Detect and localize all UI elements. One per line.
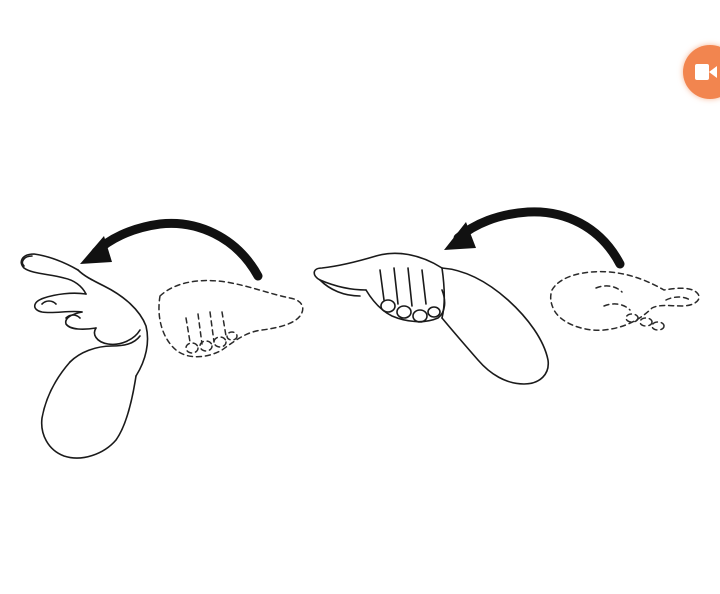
video-camera-icon [695,64,717,80]
left-motion-arrow [80,218,263,281]
left-gesture [20,218,304,459]
left-ghost-hand [158,279,304,358]
video-button[interactable] [683,45,720,99]
right-gesture [313,207,700,385]
right-motion-arrow [444,207,625,269]
right-final-hand [313,252,549,385]
left-final-hand [20,253,149,459]
right-ghost-hand [549,270,700,331]
